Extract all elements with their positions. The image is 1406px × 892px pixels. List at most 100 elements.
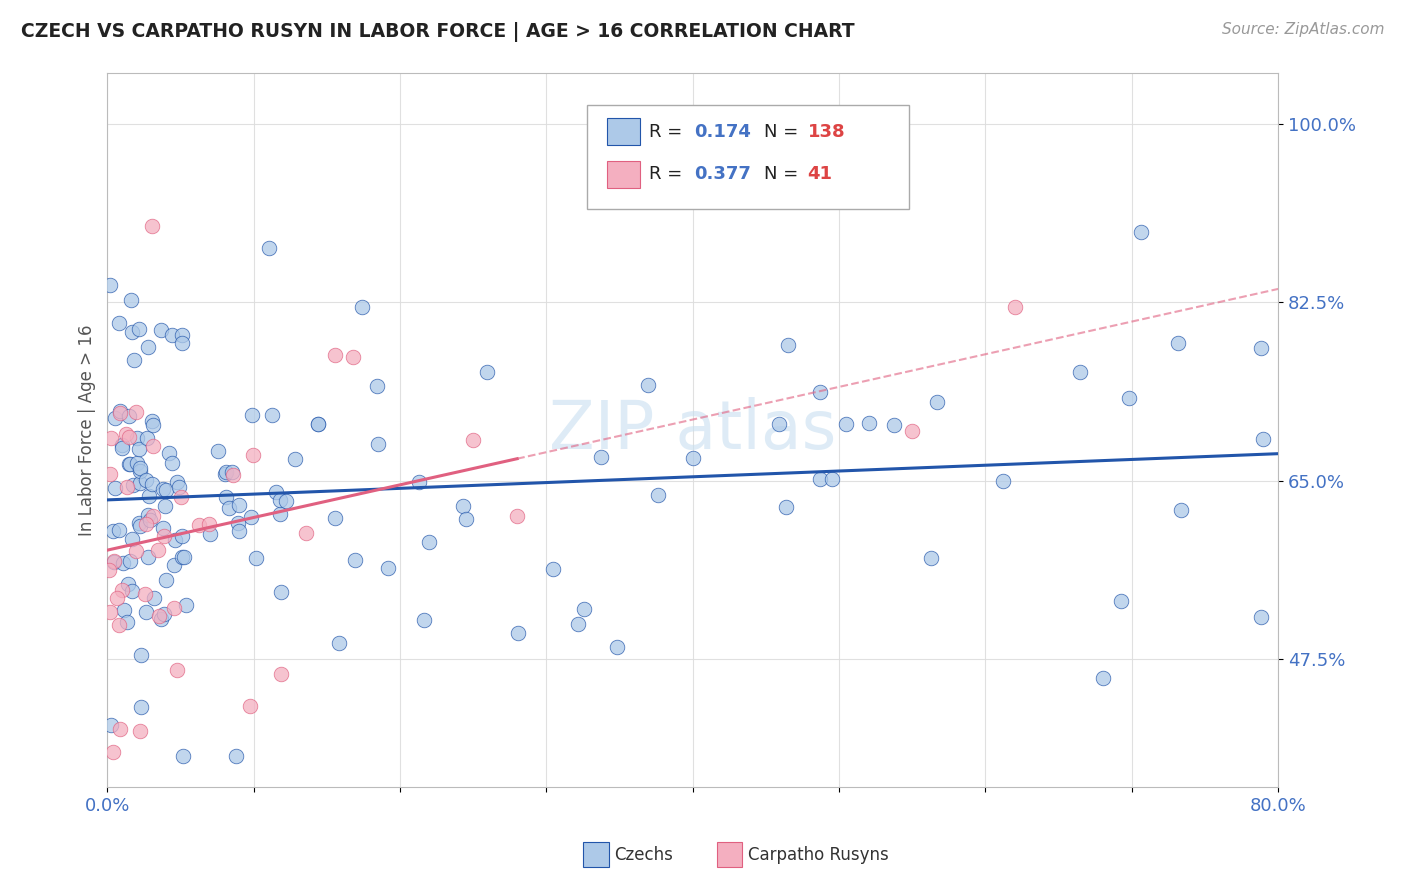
Point: [172, 749, 194, 764]
Point: [163, 533, 186, 548]
Point: [221, 467, 243, 482]
Point: [240, 408, 263, 422]
Point: [810, 384, 832, 399]
Point: [883, 418, 905, 433]
Point: [295, 525, 318, 540]
Point: [197, 517, 219, 532]
Point: [153, 499, 176, 513]
Point: [98, 605, 121, 619]
Point: [98, 563, 121, 577]
Point: [188, 518, 211, 533]
Text: 0.174: 0.174: [695, 123, 751, 141]
Point: [163, 601, 186, 615]
Point: [413, 614, 436, 628]
Point: [117, 576, 139, 591]
Point: [215, 491, 238, 505]
Point: [239, 698, 262, 713]
Point: [129, 464, 152, 478]
Point: [1129, 225, 1152, 239]
Point: [225, 749, 247, 764]
Text: CZECH VS CARPATHO RUSYN IN LABOR FORCE | AGE > 16 CORRELATION CHART: CZECH VS CARPATHO RUSYN IN LABOR FORCE |…: [21, 22, 855, 42]
Point: [1250, 341, 1272, 355]
Point: [98, 277, 121, 292]
Point: [207, 444, 229, 458]
Point: [239, 509, 262, 524]
Point: [121, 325, 143, 339]
Point: [125, 456, 148, 470]
Point: [139, 513, 162, 527]
Point: [166, 475, 188, 489]
Point: [112, 603, 135, 617]
Point: [128, 723, 150, 738]
Point: [366, 378, 388, 392]
Point: [111, 438, 134, 452]
Point: [323, 348, 346, 362]
Point: [128, 442, 150, 456]
Point: [245, 551, 267, 566]
Point: [100, 718, 122, 732]
Point: [475, 365, 498, 379]
Point: [260, 408, 283, 422]
Point: [228, 524, 250, 538]
Point: [456, 512, 478, 526]
Point: [1118, 391, 1140, 405]
Point: [214, 467, 236, 482]
Point: [776, 338, 799, 352]
Point: [129, 648, 152, 663]
Point: [270, 584, 292, 599]
Point: [100, 431, 122, 445]
Y-axis label: In Labor Force | Age > 16: In Labor Force | Age > 16: [79, 324, 96, 536]
Point: [141, 414, 163, 428]
Point: [117, 458, 139, 472]
Point: [115, 615, 138, 629]
Text: N =: N =: [765, 123, 804, 141]
Point: [901, 424, 924, 438]
Point: [506, 625, 529, 640]
Point: [128, 518, 150, 533]
Point: [377, 561, 399, 575]
Point: [121, 583, 143, 598]
Point: [269, 493, 291, 508]
Point: [135, 516, 157, 531]
Point: [170, 529, 193, 543]
Point: [135, 605, 157, 619]
Point: [146, 543, 169, 558]
Point: [221, 465, 243, 479]
Text: R =: R =: [650, 165, 689, 183]
Point: [103, 555, 125, 569]
Point: [160, 327, 183, 342]
Point: [451, 500, 474, 514]
Point: [148, 608, 170, 623]
Point: [1004, 300, 1026, 314]
Point: [129, 461, 152, 475]
Point: [418, 535, 440, 549]
Point: [125, 544, 148, 558]
Point: [98, 467, 121, 481]
Point: [925, 395, 948, 409]
Point: [101, 524, 124, 539]
Point: [149, 323, 172, 337]
Point: [118, 457, 141, 471]
Point: [775, 500, 797, 515]
Bar: [607, 161, 640, 187]
Point: [142, 417, 165, 432]
Text: Czechs: Czechs: [614, 846, 673, 863]
Point: [157, 446, 180, 460]
Point: [323, 510, 346, 524]
Point: [125, 405, 148, 419]
Point: [107, 316, 129, 330]
Point: [107, 591, 129, 605]
Point: [198, 527, 221, 541]
Point: [128, 516, 150, 530]
Point: [111, 583, 134, 598]
Point: [115, 427, 138, 442]
Point: [821, 472, 844, 486]
Point: [270, 666, 292, 681]
Point: [367, 437, 389, 451]
Point: [170, 328, 193, 343]
Point: [128, 476, 150, 491]
Point: [920, 551, 942, 566]
Text: N =: N =: [765, 165, 804, 183]
Point: [111, 441, 134, 455]
Point: [103, 481, 125, 495]
